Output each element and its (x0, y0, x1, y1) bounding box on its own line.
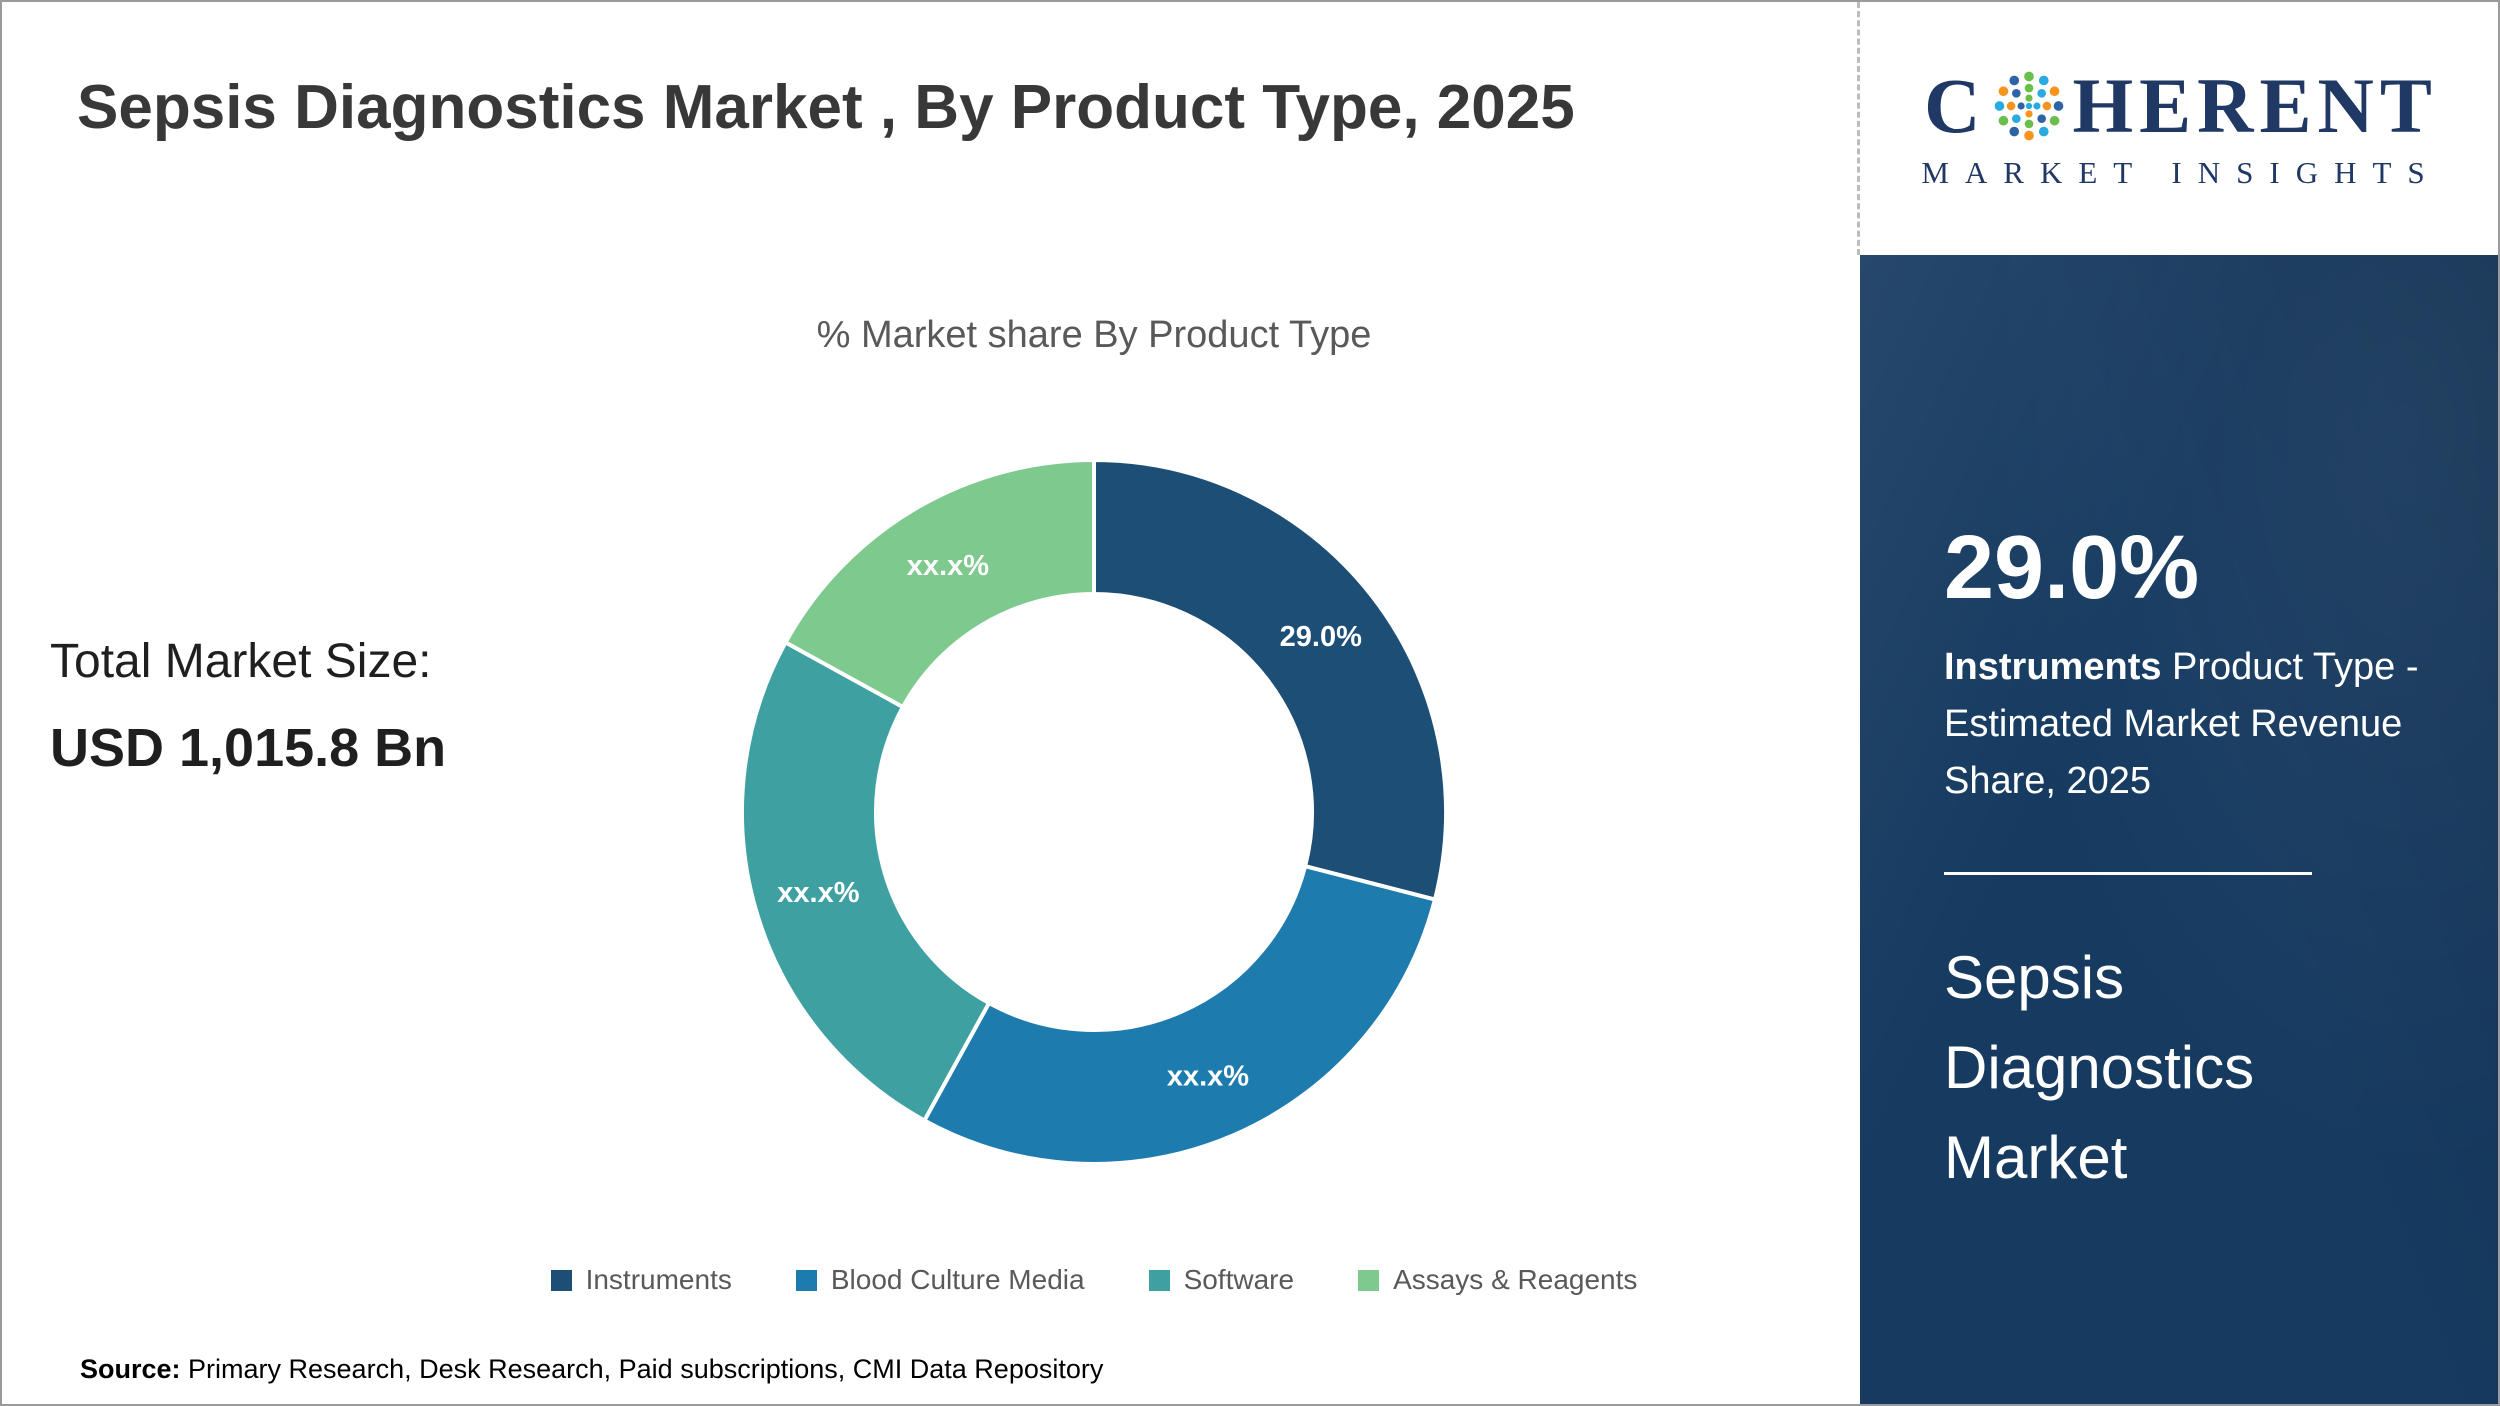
donut-segment-assays-reagents (783, 458, 1096, 709)
legend-item-software: Software (1148, 1264, 1295, 1296)
donut-segment-label-instruments: 29.0% (1280, 621, 1362, 653)
donut-segment-label-blood-culture-media: xx.x% (1167, 1060, 1249, 1092)
dashed-separator (1857, 2, 1860, 255)
legend-label: Blood Culture Media (830, 1264, 1085, 1295)
logo-letter-c: C (1924, 61, 1987, 149)
sidebar-stat-description: Instruments Product Type - Estimated Mar… (1944, 639, 2444, 810)
legend-swatch-icon (795, 1269, 817, 1291)
logo-row: C HERENT (1924, 61, 2438, 149)
coherent-logo-dots-icon (1995, 71, 2064, 140)
sidebar-stat-value: 29.0% (1944, 518, 2200, 618)
sidebar-stat-rest: Product Type - Estimated Market Revenue … (1944, 646, 2419, 802)
legend-label: Assays & Reagents (1393, 1264, 1638, 1295)
source-label: Source: (80, 1354, 181, 1384)
chart-title: % Market share By Product Type (816, 314, 1372, 356)
chart-legend: Instruments Blood Culture Media Software As… (2, 1264, 2186, 1296)
donut-segment-label-software: xx.x% (777, 877, 859, 909)
donut-segment-blood-culture-media (922, 864, 1437, 1166)
donut-segment-instruments (1092, 458, 1448, 902)
logo-subtitle: MARKET INSIGHTS (1921, 154, 2441, 190)
source-line: Source: Primary Research, Desk Research,… (80, 1354, 1103, 1385)
donut-chart-svg: 29.0% xx.x% xx.x% xx.x% (740, 458, 1448, 1166)
legend-swatch-icon (1358, 1269, 1380, 1291)
sidebar-stat-bold: Instruments (1944, 646, 2162, 688)
logo-letters-herent: HERENT (2072, 61, 2438, 149)
source-text: Primary Research, Desk Research, Paid su… (180, 1354, 1104, 1384)
donut-segment-software (740, 640, 991, 1123)
legend-item-instruments: Instruments (550, 1264, 732, 1296)
sidebar-panel: 29.0% Instruments Product Type - Estimat… (1860, 255, 2498, 1404)
sidebar-divider (1944, 872, 2312, 875)
legend-label: Software (1183, 1264, 1295, 1295)
coherent-logo: C HERENT MARKET INSIGHTS (1860, 2, 2498, 255)
legend-item-assays-reagents: Assays & Reagents (1358, 1264, 1637, 1296)
legend-label: Instruments (585, 1264, 732, 1295)
legend-swatch-icon (1148, 1269, 1170, 1291)
total-market-block: Total Market Size: USD 1,015.8 Bn (50, 634, 446, 779)
total-market-value: USD 1,015.8 Bn (50, 718, 447, 778)
donut-chart: 29.0% xx.x% xx.x% xx.x% (738, 456, 1450, 1168)
page-title: Sepsis Diagnostics Market , By Product T… (77, 73, 1575, 142)
donut-segment-label-assays-reagents: xx.x% (907, 550, 989, 582)
legend-swatch-icon (550, 1269, 572, 1291)
sidebar-market-name: Sepsis Diagnostics Market (1944, 944, 2255, 1191)
total-market-label: Total Market Size: (50, 635, 432, 688)
legend-item-blood-culture-media: Blood Culture Media (795, 1264, 1085, 1296)
